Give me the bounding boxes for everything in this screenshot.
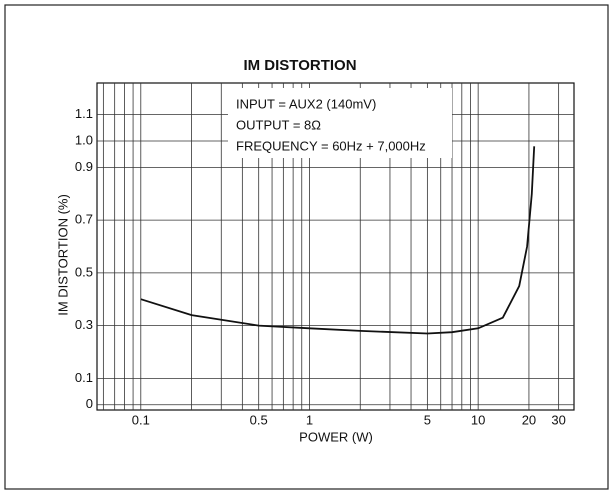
y-tick-label: 0.9 [75, 159, 93, 174]
data-line [140, 146, 536, 335]
y-tick-label: 0 [86, 396, 93, 411]
plot-area [96, 82, 575, 411]
x-tick-label: 30 [551, 412, 565, 427]
x-tick-label: 0.1 [132, 412, 150, 427]
y-tick-label: 0.1 [75, 370, 93, 385]
y-tick-label: 0.5 [75, 264, 93, 279]
x-tick-label: 20 [522, 412, 536, 427]
y-tick-label: 0.7 [75, 212, 93, 227]
annotation-box [228, 88, 452, 158]
annotation: OUTPUT = 8Ω [236, 117, 321, 132]
x-tick-label: 0.5 [250, 412, 268, 427]
x-axis-label: POWER (W) [299, 429, 373, 444]
annotation: FREQUENCY = 60Hz + 7,000Hz [236, 138, 426, 153]
x-tick-label: 5 [424, 412, 431, 427]
x-tick-label: 1 [306, 412, 313, 427]
x-tick-label: 10 [471, 412, 485, 427]
frame [4, 4, 609, 490]
annotation: INPUT = AUX2 (140mV) [236, 96, 376, 111]
y-axis-label: IM DISTORTION (%) [55, 194, 70, 316]
y-tick-label: 1.1 [75, 106, 93, 121]
y-tick-label: 1.0 [75, 132, 93, 147]
chart-title: IM DISTORTION [243, 57, 356, 74]
y-tick-label: 0.3 [75, 317, 93, 332]
